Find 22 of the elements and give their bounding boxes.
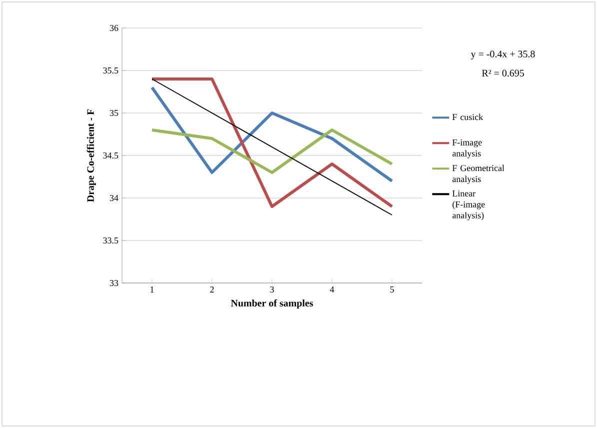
x-tick-label: 4	[330, 286, 334, 292]
legend-label: F Geometrical analysis	[452, 164, 504, 184]
x-tick-label: 5	[390, 286, 394, 292]
legend-label: F-image analysis	[452, 139, 482, 158]
y-axis-title: Drape Co-efficient - F	[86, 109, 96, 202]
text: R² = 0.695	[482, 70, 524, 77]
text: y = -0.4x + 35.8	[470, 50, 535, 60]
line-series	[150, 86, 394, 182]
x-axis-title: Number of samples	[230, 299, 313, 309]
y-tick-label: 35.5	[103, 67, 118, 74]
legend-label: Linear (F-image analysis)	[452, 190, 485, 220]
y-tick-label: 34	[110, 194, 118, 202]
x-tick-label: 1	[150, 286, 154, 292]
y-tick-label: 36	[110, 24, 118, 32]
y-tick-label: 35	[110, 110, 118, 116]
y-tick-label: 34.5	[103, 152, 118, 159]
legend-label: F cusick	[452, 114, 484, 120]
y-tick-label: 33.5	[103, 237, 118, 244]
y-tick-label: 33	[110, 280, 118, 286]
line-series	[150, 128, 394, 174]
x-tick-label: 3	[270, 286, 274, 293]
x-tick-label: 2	[210, 286, 214, 292]
